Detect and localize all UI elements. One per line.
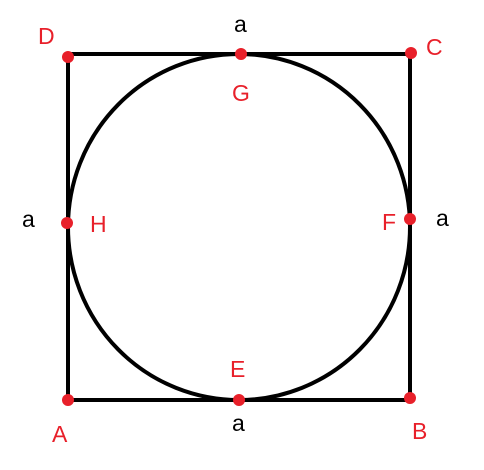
side-label-right: a — [436, 205, 449, 231]
side-label-left: a — [22, 206, 35, 232]
point-h — [61, 217, 73, 229]
point-label-f: F — [382, 209, 396, 235]
point-c — [405, 47, 417, 59]
point-f — [404, 213, 416, 225]
point-label-e: E — [230, 356, 245, 382]
point-e — [233, 394, 245, 406]
vertex-label-a: A — [52, 421, 68, 447]
vertex-label-c: C — [426, 34, 443, 60]
point-label-g: G — [232, 80, 250, 106]
vertex-label-b: B — [412, 418, 427, 444]
point-label-h: H — [90, 211, 107, 237]
vertex-label-d: D — [38, 23, 55, 49]
point-d — [62, 51, 74, 63]
side-label-top: a — [234, 11, 247, 37]
point-b — [404, 392, 416, 404]
point-a — [62, 394, 74, 406]
side-label-bottom: a — [232, 410, 245, 436]
point-g — [235, 48, 247, 60]
